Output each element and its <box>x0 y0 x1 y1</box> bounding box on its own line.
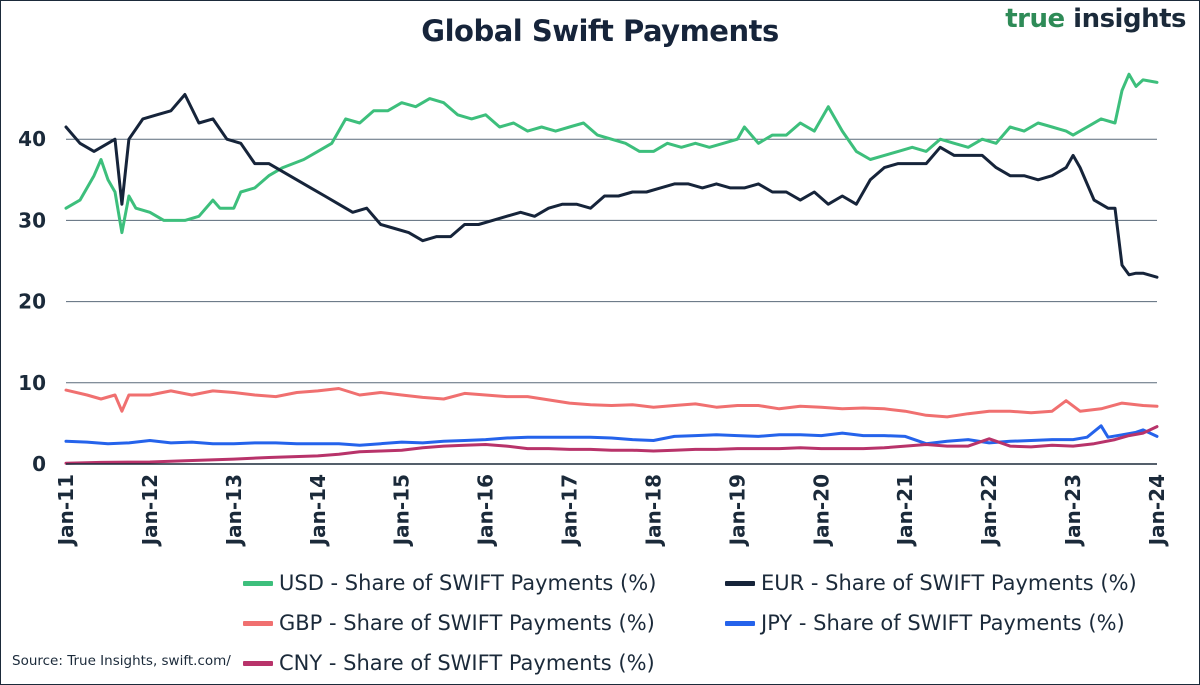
series-line-1 <box>64 93 1159 279</box>
brand-logo: true insights <box>1005 4 1186 34</box>
legend-swatch <box>243 660 273 666</box>
legend-item: USD - Share of SWIFT Payments (%) <box>243 568 656 598</box>
x-tick-label: Jan-17 <box>558 474 582 547</box>
legend-swatch <box>725 580 755 586</box>
legend-item: EUR - Share of SWIFT Payments (%) <box>725 568 1137 598</box>
x-tick-label: Jan-24 <box>1145 474 1169 547</box>
x-tick-label: Jan-22 <box>977 474 1001 547</box>
y-tick-label: 0 <box>32 452 46 476</box>
source-note: Source: True Insights, swift.com/ <box>12 653 231 669</box>
y-tick-label: 40 <box>18 127 46 151</box>
legend-swatch <box>243 580 273 586</box>
brand-word-insights: insights <box>1064 4 1186 34</box>
legend-item: JPY - Share of SWIFT Payments (%) <box>725 608 1125 638</box>
x-tick-label: Jan-14 <box>306 474 330 547</box>
y-tick-label: 20 <box>18 290 46 314</box>
series-line-4 <box>64 425 1159 465</box>
y-tick-label: 10 <box>18 371 46 395</box>
legend-label: EUR - Share of SWIFT Payments (%) <box>761 571 1137 595</box>
x-axis-ticks: Jan-11 Jan-12 Jan-13 Jan-14 Jan-15 Jan-16 Jan-… <box>54 474 1169 547</box>
x-tick-label: Jan-12 <box>138 474 162 547</box>
x-tick-label: Jan-23 <box>1061 474 1085 547</box>
x-tick-label: Jan-15 <box>390 474 414 547</box>
x-tick-label: Jan-19 <box>725 474 749 547</box>
x-tick-label: Jan-13 <box>222 474 246 547</box>
legend-item: GBP - Share of SWIFT Payments (%) <box>243 608 655 638</box>
legend-label: JPY - Share of SWIFT Payments (%) <box>761 611 1125 635</box>
x-tick-label: Jan-20 <box>809 474 833 547</box>
x-tick-label: Jan-21 <box>893 474 917 547</box>
y-tick-label: 30 <box>18 208 46 232</box>
series-line-3 <box>64 424 1159 447</box>
y-axis-ticks: 0 10 20 30 40 <box>18 127 46 476</box>
brand-word-true: true <box>1005 4 1065 34</box>
legend-swatch <box>725 620 755 626</box>
x-tick-label: Jan-18 <box>641 474 665 547</box>
legend-label: CNY - Share of SWIFT Payments (%) <box>279 651 655 675</box>
chart-title: Global Swift Payments <box>421 14 779 48</box>
gridlines <box>66 138 1157 384</box>
x-tick-label: Jan-11 <box>54 474 78 547</box>
series-line-0 <box>64 72 1159 235</box>
legend-swatch <box>243 620 273 626</box>
legend-label: USD - Share of SWIFT Payments (%) <box>279 571 657 595</box>
legend-label: GBP - Share of SWIFT Payments (%) <box>279 611 655 635</box>
series-line-2 <box>64 387 1159 419</box>
x-tick-label: Jan-16 <box>474 474 498 547</box>
series-lines <box>64 72 1159 465</box>
legend: USD - Share of SWIFT Payments (%) EUR - S… <box>0 562 1200 682</box>
legend-item: CNY - Share of SWIFT Payments (%) <box>243 648 655 678</box>
